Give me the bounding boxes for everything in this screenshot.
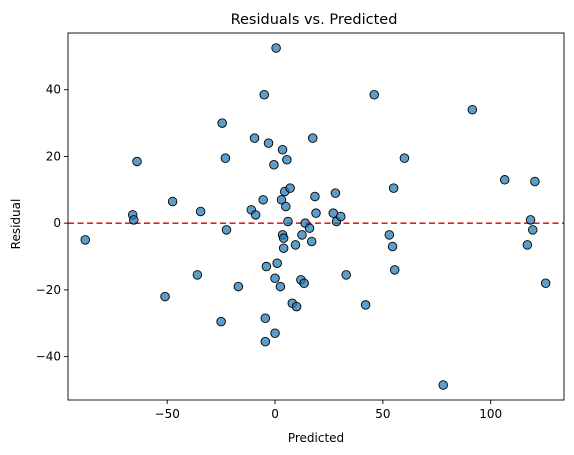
chart-title: Residuals vs. Predicted [231, 12, 398, 28]
y-tick-label: −20 [36, 283, 61, 297]
y-axis-label: Residual [9, 199, 23, 250]
y-tick-label: 40 [46, 83, 61, 97]
data-point [387, 241, 398, 252]
data-point [217, 118, 227, 128]
data-point [341, 270, 351, 280]
data-point [270, 273, 280, 283]
data-point [499, 175, 510, 185]
data-point [192, 270, 203, 280]
data-point [299, 278, 309, 288]
data-point [389, 265, 400, 275]
data-point [129, 215, 139, 225]
data-points [80, 43, 551, 390]
data-point [369, 89, 379, 100]
data-point [527, 225, 538, 235]
data-point [278, 243, 289, 253]
data-point [282, 155, 292, 165]
data-point [336, 211, 346, 222]
data-point [304, 223, 315, 233]
data-point [271, 43, 281, 53]
x-tick-label: −50 [155, 407, 180, 421]
x-tick-label: 50 [375, 407, 390, 421]
data-point [260, 336, 271, 347]
data-point [220, 153, 231, 163]
data-point [221, 225, 232, 235]
axis-ticks: −50 0 50 100 −40 −20 0 20 40 [36, 83, 502, 421]
data-point [258, 195, 268, 205]
data-point [272, 258, 282, 268]
data-point [275, 281, 286, 292]
data-point [259, 89, 269, 100]
data-point [278, 233, 289, 243]
data-point [291, 301, 302, 312]
data-point [233, 281, 244, 292]
x-tick-label: 100 [479, 407, 502, 421]
data-point [195, 206, 206, 217]
data-point [80, 235, 91, 245]
data-point [216, 316, 226, 327]
data-point [540, 278, 551, 288]
data-point [311, 208, 321, 218]
data-point [330, 188, 341, 198]
data-point [438, 380, 448, 390]
y-tick-label: −40 [36, 350, 61, 364]
data-point [522, 240, 533, 250]
data-point [132, 156, 142, 167]
x-tick-label: 0 [271, 407, 279, 421]
y-tick-label: 20 [46, 149, 61, 163]
data-point [285, 183, 295, 193]
data-point [399, 153, 410, 163]
data-point [283, 216, 293, 227]
data-point [250, 210, 261, 220]
data-point [360, 300, 371, 310]
data-point [263, 138, 274, 148]
data-point [281, 201, 291, 212]
data-point [167, 196, 178, 207]
data-point [249, 133, 260, 143]
data-point [160, 291, 170, 302]
data-point [306, 236, 317, 247]
data-point [308, 133, 318, 143]
x-axis-label: Predicted [288, 431, 344, 445]
data-point [261, 261, 272, 272]
data-point [277, 145, 288, 155]
data-point [290, 240, 301, 250]
data-point [467, 104, 478, 115]
data-point [310, 191, 320, 202]
plot-frame [67, 32, 565, 401]
data-point [525, 215, 536, 225]
data-point [260, 313, 271, 324]
data-point [530, 176, 540, 187]
data-point [297, 230, 307, 240]
data-point [384, 230, 395, 240]
data-point [270, 328, 280, 339]
data-point [388, 183, 399, 193]
data-point [269, 160, 279, 170]
y-tick-label: 0 [53, 216, 61, 230]
data-point [276, 195, 287, 205]
